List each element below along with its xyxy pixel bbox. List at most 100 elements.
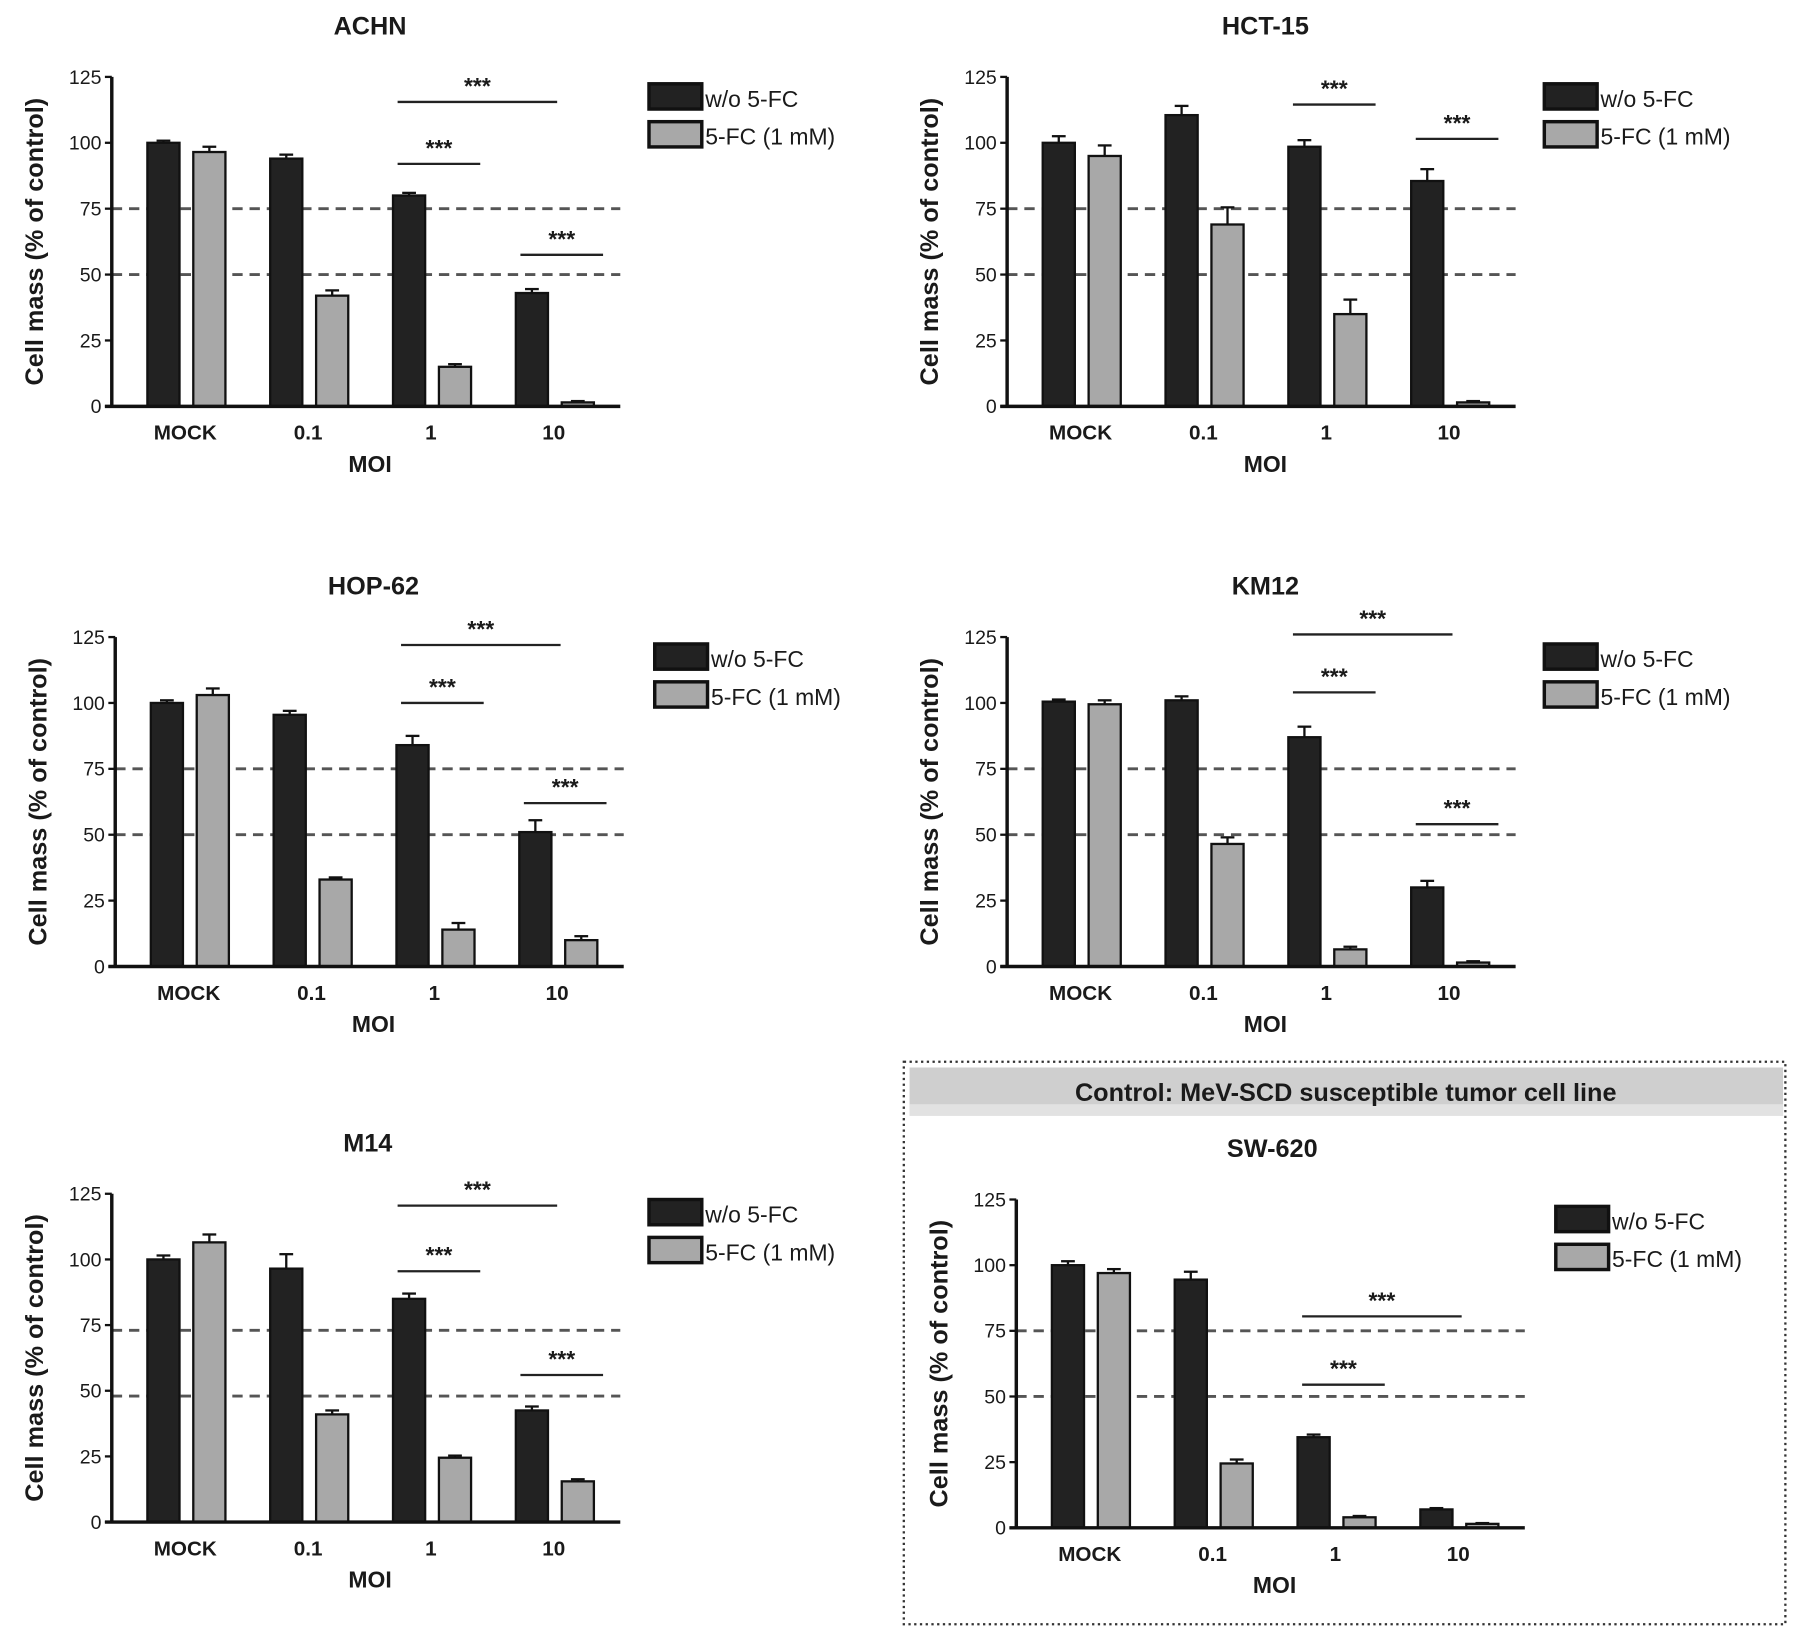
legend-swatch [647, 119, 704, 149]
legend-label: w/o 5-FC [1600, 646, 1694, 672]
y-tick-label: 0 [94, 956, 105, 978]
bar-wo-5fc-0.1 [1164, 113, 1199, 408]
legend-label: w/o 5-FC [1600, 86, 1694, 112]
y-tick-label: 25 [984, 1452, 1006, 1474]
legend-label: 5-FC (1 mM) [705, 124, 835, 150]
x-axis-label: MOI [348, 1566, 391, 1592]
bar-5fc-10 [560, 1480, 596, 1524]
x-tick-label: MOCK [1058, 1543, 1121, 1566]
y-tick-label: 25 [83, 891, 105, 913]
legend-label: w/o 5-FC [704, 86, 798, 112]
chart-title: M14 [343, 1129, 392, 1157]
y-tick-label: 100 [72, 693, 105, 715]
y-tick-label: 0 [986, 396, 997, 418]
legend-label: 5-FC (1 mM) [1601, 684, 1731, 710]
x-tick-label: MOCK [154, 422, 217, 445]
legend-label: 5-FC (1 mM) [1612, 1246, 1742, 1272]
bar-wo-5fc-0.1 [272, 713, 307, 968]
chart-title: ACHN [334, 12, 407, 40]
y-tick-label: 0 [91, 1512, 102, 1534]
chart-title: HOP-62 [328, 573, 419, 601]
x-tick-label: 10 [542, 1537, 565, 1560]
bar-5fc-mock [192, 150, 227, 408]
bar-5fc-0.1 [314, 294, 350, 408]
y-tick-label: 125 [69, 1184, 102, 1206]
bar-wo-5fc-10 [514, 291, 550, 408]
bar-wo-5fc-10 [518, 830, 553, 968]
y-tick-label: 100 [964, 693, 997, 715]
y-tick-label: 50 [975, 825, 997, 847]
x-axis-label: MOI [1253, 1572, 1296, 1598]
y-tick-label: 125 [964, 627, 997, 649]
bar-wo-5fc-1 [1287, 736, 1322, 968]
bar-5fc-1 [1333, 312, 1368, 408]
bar-wo-5fc-1 [1287, 145, 1322, 408]
x-axis-label: MOI [1244, 451, 1287, 477]
legend-swatch [647, 1197, 704, 1227]
x-tick-label: MOCK [157, 982, 220, 1005]
legend-swatch [1542, 82, 1599, 111]
x-tick-label: 1 [425, 422, 437, 445]
bar-5fc-mock [195, 693, 231, 968]
y-tick-label: 0 [91, 396, 102, 418]
legend-swatch [653, 642, 710, 671]
bar-5fc-0.1 [318, 878, 353, 968]
bar-5fc-10 [564, 938, 599, 968]
significance-label: *** [1369, 1287, 1396, 1313]
significance-label: *** [1444, 795, 1471, 821]
legend-swatch [1554, 1242, 1611, 1272]
control-box: Control: MeV-SCD susceptible tumor cell … [902, 1060, 1787, 1626]
y-axis-label: Cell mass (% of control) [21, 1214, 49, 1502]
significance-label: *** [552, 774, 579, 800]
bar-wo-5fc-mock [146, 141, 181, 408]
x-tick-label: 10 [1438, 982, 1461, 1005]
x-tick-label: MOCK [1049, 982, 1112, 1005]
y-tick-label: 75 [975, 199, 997, 221]
bar-wo-5fc-10 [514, 1409, 550, 1524]
y-tick-label: 50 [80, 1381, 102, 1403]
bar-5fc-mock [1087, 703, 1122, 968]
legend-swatch [653, 680, 710, 709]
y-tick-label: 100 [69, 1249, 102, 1271]
x-tick-label: 0.1 [1189, 422, 1218, 445]
x-tick-label: 10 [546, 982, 569, 1005]
significance-label: *** [426, 1242, 453, 1268]
x-tick-label: 10 [1438, 422, 1461, 445]
legend-swatch [647, 82, 704, 111]
bar-5fc-1 [437, 1456, 473, 1524]
bar-wo-5fc-0.1 [269, 157, 304, 408]
y-tick-label: 125 [964, 67, 997, 89]
x-tick-label: 1 [1320, 982, 1332, 1005]
y-tick-label: 75 [80, 1315, 102, 1337]
bar-5fc-0.1 [1219, 1462, 1254, 1529]
y-tick-label: 50 [975, 264, 997, 286]
y-axis-label: Cell mass (% of control) [916, 98, 944, 386]
x-axis-label: MOI [352, 1011, 395, 1037]
bar-wo-5fc-mock [149, 701, 185, 968]
legend-label: w/o 5-FC [710, 646, 804, 672]
y-tick-label: 100 [973, 1255, 1006, 1277]
y-tick-label: 0 [986, 956, 997, 978]
x-tick-label: 1 [425, 1537, 437, 1560]
legend-swatch [1542, 642, 1599, 671]
y-tick-label: 125 [973, 1189, 1006, 1211]
y-tick-label: 50 [83, 825, 105, 847]
significance-label: *** [1321, 663, 1348, 689]
x-tick-label: 1 [1320, 422, 1332, 445]
bar-wo-5fc-1 [391, 1297, 427, 1524]
x-tick-label: MOCK [154, 1537, 217, 1560]
significance-label: *** [1321, 76, 1348, 102]
bar-wo-5fc-10 [1410, 886, 1445, 968]
bar-wo-5fc-mock [1050, 1264, 1086, 1529]
legend-swatch [1542, 680, 1599, 709]
bar-wo-5fc-mock [1041, 141, 1076, 408]
bar-wo-5fc-0.1 [1164, 699, 1199, 968]
y-tick-label: 125 [72, 627, 105, 649]
bar-5fc-mock [192, 1241, 227, 1524]
